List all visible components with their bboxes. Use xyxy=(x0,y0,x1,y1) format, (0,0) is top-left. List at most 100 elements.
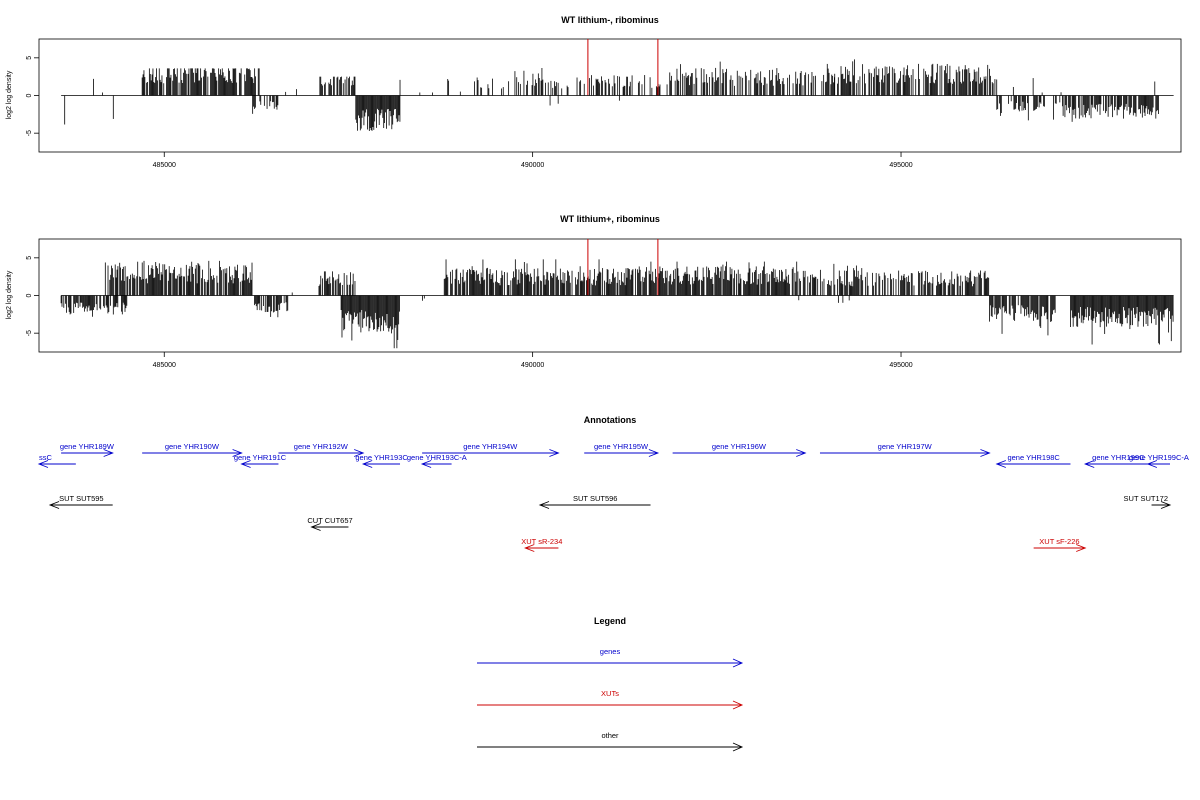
legend-item: genes xyxy=(477,647,744,668)
annotation-feature[interactable]: gene YHR193C xyxy=(355,453,408,468)
y-tick-label: 0 xyxy=(26,93,33,97)
annotation-features: ssC gene YHR189W gene YHR190W gene YHR191C g… xyxy=(37,442,1189,552)
feature-label: gene YHR196W xyxy=(712,442,767,451)
feature-arrow-head xyxy=(1083,460,1095,468)
feature-label: gene YHR193C-A xyxy=(407,453,467,462)
feature-arrow-head xyxy=(103,449,114,457)
x-tick-label: 485000 xyxy=(153,162,176,169)
feature-arrow-head xyxy=(1160,501,1172,509)
x-tick-label: 495000 xyxy=(889,362,912,369)
annotation-feature[interactable]: gene YHR196W xyxy=(672,442,807,457)
annotation-feature[interactable]: SUT SUT172 xyxy=(1124,494,1172,509)
annotations-title: Annotations xyxy=(584,415,637,425)
annotation-feature[interactable]: gene YHR193C-A xyxy=(407,453,467,468)
feature-arrow-head xyxy=(796,449,807,457)
feature-label: XUT sF-226 xyxy=(1039,537,1079,546)
annotation-feature[interactable]: gene YHR190W xyxy=(142,442,243,457)
x-tick-label: 490000 xyxy=(521,362,544,369)
annotation-feature[interactable]: gene YHR199C-A xyxy=(1129,453,1189,468)
y-axis: -5 0 5 xyxy=(26,56,39,136)
feature-label: SUT SUT596 xyxy=(573,494,617,503)
legend-label: genes xyxy=(600,647,621,656)
red-marker-lines xyxy=(587,39,659,96)
y-tick-label: -5 xyxy=(26,330,33,336)
feature-label: CUT CUT657 xyxy=(307,516,352,525)
red-marker-lines xyxy=(587,239,659,296)
feature-label: SUT SUT172 xyxy=(1124,494,1168,503)
feature-label: SUT SUT595 xyxy=(59,494,103,503)
legend-arrow-head xyxy=(732,658,744,668)
feature-arrow-head xyxy=(980,449,991,457)
annotation-feature[interactable]: gene YHR195W xyxy=(584,442,660,457)
legend-arrow-head xyxy=(732,700,744,710)
coverage-bars xyxy=(60,259,1174,349)
feature-arrow-head xyxy=(1146,460,1158,468)
x-axis: 485000 490000 495000 xyxy=(153,152,913,169)
coverage-bars xyxy=(64,59,1159,131)
annotation-feature[interactable]: gene YHR197W xyxy=(819,442,991,457)
legend-label: other xyxy=(601,731,619,740)
annotation-feature[interactable]: XUT sR-234 xyxy=(521,537,562,552)
annotation-feature[interactable]: SUT SUT595 xyxy=(48,494,113,509)
track-title: WT lithium+, ribominus xyxy=(560,214,660,224)
feature-arrow-head xyxy=(310,523,321,531)
feature-arrow-head xyxy=(361,460,373,468)
feature-arrow-head xyxy=(648,449,660,457)
feature-arrow-head xyxy=(240,460,251,468)
y-tick-label: 5 xyxy=(26,256,33,260)
annotation-feature[interactable]: SUT SUT596 xyxy=(538,494,651,509)
track-title: WT lithium-, ribominus xyxy=(561,15,659,25)
feature-arrow-head xyxy=(524,544,535,552)
legend-arrow-head xyxy=(732,742,744,752)
legend-items: genes XUTs other xyxy=(477,647,744,752)
annotation-feature[interactable]: gene YHR194W xyxy=(422,442,560,457)
annotation-feature[interactable]: ssC xyxy=(37,453,76,468)
x-tick-label: 490000 xyxy=(521,162,544,169)
feature-label: gene YHR195W xyxy=(594,442,649,451)
feature-arrow-head xyxy=(538,501,550,509)
annotation-feature[interactable]: gene YHR198C xyxy=(995,453,1071,468)
feature-arrow-head xyxy=(995,460,1006,468)
x-tick-label: 495000 xyxy=(889,162,912,169)
feature-arrow-head xyxy=(420,460,432,468)
legend-item: other xyxy=(477,731,744,752)
y-tick-label: 0 xyxy=(26,293,33,297)
annotation-feature[interactable]: gene YHR192W xyxy=(278,442,365,457)
feature-arrow-head xyxy=(37,460,49,468)
feature-label: gene YHR199C xyxy=(1092,453,1145,462)
x-axis: 485000 490000 495000 xyxy=(153,352,913,369)
feature-label: gene YHR192W xyxy=(294,442,349,451)
feature-label: gene YHR193C xyxy=(355,453,408,462)
annotation-feature[interactable]: gene YHR199C xyxy=(1083,453,1152,468)
annotation-feature[interactable]: gene YHR189W xyxy=(60,442,115,457)
feature-arrow-head xyxy=(354,449,365,457)
y-axis-label: log2 log density xyxy=(6,270,13,319)
annotation-feature[interactable]: CUT CUT657 xyxy=(307,516,353,531)
legend-title: Legend xyxy=(594,616,626,626)
feature-arrow-head xyxy=(232,449,243,457)
y-tick-label: 5 xyxy=(26,56,33,60)
x-tick-label: 485000 xyxy=(153,362,176,369)
feature-label: gene YHR191C xyxy=(234,453,287,462)
y-tick-label: -5 xyxy=(26,130,33,136)
feature-label: gene YHR199C-A xyxy=(1129,453,1189,462)
feature-label: ssC xyxy=(39,453,53,462)
feature-label: gene YHR198C xyxy=(1007,453,1060,462)
track-panel-lithium-plus: WT lithium+, ribominus -5 0 5 485000 490000… xyxy=(6,214,1182,369)
annotation-feature[interactable]: gene YHR191C xyxy=(234,453,287,468)
feature-label: XUT sR-234 xyxy=(521,537,562,546)
legend: Legend genes XUTs other xyxy=(477,616,744,752)
annotations-track: Annotations ssC gene YHR189W gene YHR190W g… xyxy=(37,415,1189,552)
feature-arrow-head xyxy=(549,449,560,457)
feature-label: gene YHR194W xyxy=(463,442,518,451)
feature-arrow-head xyxy=(1076,544,1087,552)
feature-label: gene YHR197W xyxy=(878,442,933,451)
y-axis: -5 0 5 xyxy=(26,256,39,336)
annotation-feature[interactable]: XUT sF-226 xyxy=(1033,537,1087,552)
legend-item: XUTs xyxy=(477,689,744,710)
track-panel-lithium-minus: WT lithium-, ribominus -5 0 5 485000 490000… xyxy=(6,15,1182,169)
feature-label: gene YHR190W xyxy=(165,442,220,451)
legend-label: XUTs xyxy=(601,689,619,698)
feature-label: gene YHR189W xyxy=(60,442,115,451)
